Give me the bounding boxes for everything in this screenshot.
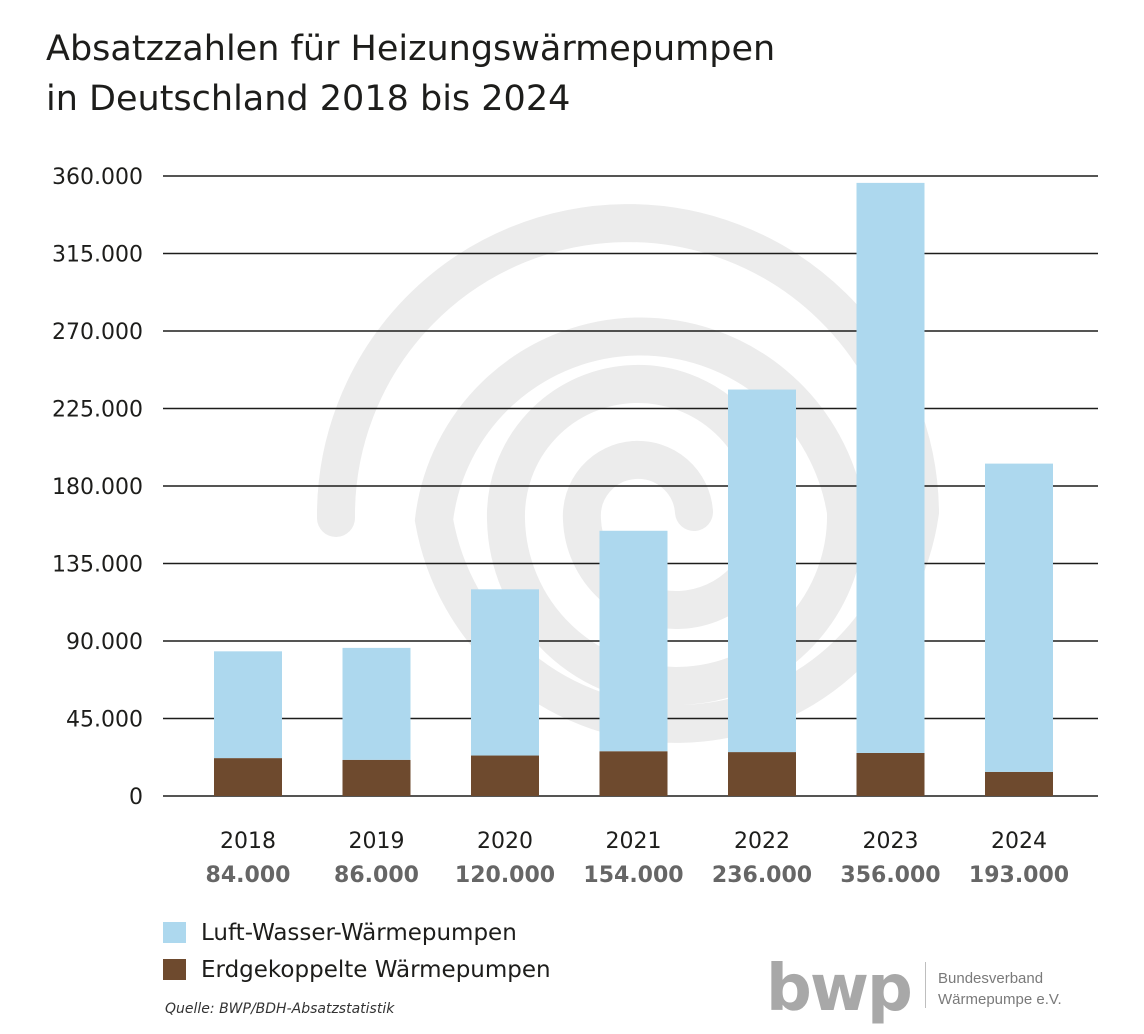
bar-segment [342,759,411,796]
y-tick-label: 90.000 [66,630,143,655]
y-tick-label: 225.000 [52,398,143,423]
y-tick-label: 315.000 [52,243,143,268]
y-tick-label: 45.000 [66,708,143,733]
bar-total-label: 84.000 [206,863,291,888]
bar-segment [599,751,668,796]
y-tick-label: 270.000 [52,320,143,345]
bar-total-label: 193.000 [969,863,1069,888]
bar-total-label: 120.000 [455,863,555,888]
logo-org-name: Bundesverband Wärmepumpe e.V. [938,968,1062,1010]
bar-segment [856,752,925,796]
legend-item-erdgekoppelt: Erdgekoppelte Wärmepumpen [163,951,551,988]
y-tick-label: 0 [129,785,143,810]
bar-segment [214,758,282,796]
x-axis-labels: 2018 84.000 2019 86.000 2020 120.000 2021 154.0… [206,829,1070,888]
x-tick-label: 2023 [863,829,919,854]
bar-chart: 0 45.000 90.000 135.000 180.000 225.000 270.00… [52,165,1098,888]
x-tick-label: 2022 [734,829,790,854]
source-note: Quelle: BWP/BDH-Absatzstatistik [165,1001,395,1017]
bar-total-label: 154.000 [583,863,683,888]
chart-title: Absatzzahlen für Heizungswärmepumpen in … [46,24,775,124]
bar-segment [985,771,1053,796]
legend-label-luft-wasser: Luft-Wasser-Wärmepumpen [201,919,517,946]
bar-total-label: 356.000 [840,863,940,888]
x-tick-label: 2020 [477,829,533,854]
legend-swatch-luft-wasser [163,922,186,943]
legend: Luft-Wasser-Wärmepumpen Erdgekoppelte Wä… [163,914,551,988]
bar-total-label: 86.000 [334,863,419,888]
y-axis-labels: 0 45.000 90.000 135.000 180.000 225.000 270.00… [52,165,143,810]
bar-segment [342,647,411,760]
x-tick-label: 2018 [220,829,276,854]
y-tick-label: 180.000 [52,475,143,500]
bar-segment [728,752,796,796]
chart-title-line-1: Absatzzahlen für Heizungswärmepumpen [46,29,776,69]
bar-segment [471,755,539,796]
legend-swatch-erdgekoppelt [163,959,186,980]
legend-label-erdgekoppelt: Erdgekoppelte Wärmepumpen [201,956,551,983]
bars [214,182,1053,796]
bwp-logo: bwp [766,958,926,1026]
x-tick-label: 2021 [606,829,662,854]
bar-segment [599,530,668,752]
y-tick-label: 135.000 [52,553,143,578]
y-tick-label: 360.000 [52,165,143,190]
logo-wordmark: bwp [766,958,911,1026]
logo-org-line-2: Wärmepumpe e.V. [938,991,1062,1008]
bar-segment [728,389,796,753]
bar-segment [214,651,282,759]
logo-org-line-1: Bundesverband [938,970,1044,987]
bar-segment [985,463,1053,772]
x-tick-label: 2024 [991,829,1047,854]
chart-title-line-2: in Deutschland 2018 bis 2024 [46,79,571,119]
bar-segment [471,589,539,756]
bar-total-label: 236.000 [712,863,812,888]
bar-segment [856,182,925,753]
x-tick-label: 2019 [349,829,405,854]
legend-item-luft-wasser: Luft-Wasser-Wärmepumpen [163,914,551,951]
